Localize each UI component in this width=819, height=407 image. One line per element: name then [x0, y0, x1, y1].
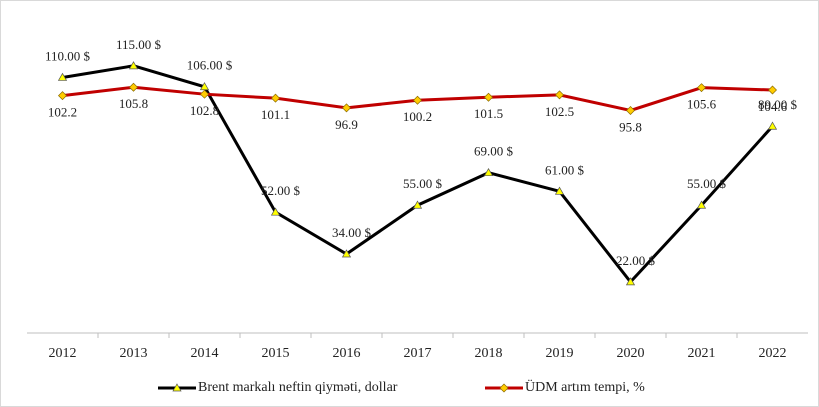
- value-label: 61.00 $: [545, 162, 585, 177]
- value-label: 100.2: [403, 109, 432, 124]
- marker: [696, 200, 707, 209]
- legend-marker: [499, 383, 509, 393]
- x-tick-label: 2013: [120, 346, 148, 361]
- x-tick-label: 2012: [49, 346, 77, 361]
- marker: [413, 95, 422, 105]
- value-label: 110.00 $: [45, 48, 91, 63]
- marker: [57, 72, 68, 81]
- value-label: 105.8: [119, 96, 148, 111]
- value-label: 102.5: [545, 104, 574, 119]
- value-label: 22.00 $: [616, 253, 656, 268]
- value-label: 101.1: [261, 107, 290, 122]
- x-tick-label: 2015: [262, 346, 290, 361]
- value-label: 96.9: [335, 117, 358, 132]
- marker: [270, 207, 281, 216]
- marker: [200, 89, 209, 99]
- x-tick-label: 2021: [688, 346, 716, 361]
- marker: [767, 121, 778, 130]
- x-tick-label: 2014: [191, 346, 219, 361]
- x-tick-label: 2017: [404, 346, 432, 361]
- marker: [697, 83, 706, 93]
- value-label: 52.00 $: [261, 183, 301, 198]
- value-label: 101.5: [474, 106, 503, 121]
- x-tick-label: 2020: [617, 346, 645, 361]
- value-label: 102.2: [48, 105, 77, 120]
- marker: [129, 82, 138, 92]
- x-tick-label: 2018: [475, 346, 503, 361]
- marker: [555, 90, 564, 100]
- value-label: 69.00 $: [474, 144, 514, 159]
- legend-marker: [172, 383, 182, 392]
- value-label: 89.00 $: [758, 97, 798, 112]
- value-label: 104.6: [758, 99, 788, 114]
- marker: [625, 277, 636, 286]
- value-label: 95.8: [619, 119, 642, 134]
- value-label: 55.00 $: [687, 176, 727, 191]
- value-label: 115.00 $: [116, 37, 162, 52]
- marker: [768, 85, 777, 95]
- value-label: 105.6: [687, 97, 717, 112]
- legend-label: ÜDM artım tempi, %: [525, 378, 645, 395]
- x-tick-label: 2022: [759, 346, 787, 361]
- marker: [483, 168, 494, 177]
- marker: [626, 105, 635, 115]
- legend-label: Brent markalı neftin qiyməti, dollar: [198, 380, 398, 395]
- x-tick-label: 2019: [546, 346, 574, 361]
- marker: [128, 61, 139, 70]
- value-label: 102.8: [190, 103, 219, 118]
- marker: [554, 186, 565, 195]
- marker: [58, 91, 67, 101]
- marker: [484, 92, 493, 102]
- marker: [342, 103, 351, 113]
- marker: [341, 249, 352, 258]
- value-label: 55.00 $: [403, 176, 443, 191]
- value-label: 106.00 $: [187, 58, 233, 73]
- marker: [271, 93, 280, 103]
- value-label: 34.00 $: [332, 225, 372, 240]
- marker: [412, 200, 423, 209]
- x-tick-label: 2016: [333, 346, 361, 361]
